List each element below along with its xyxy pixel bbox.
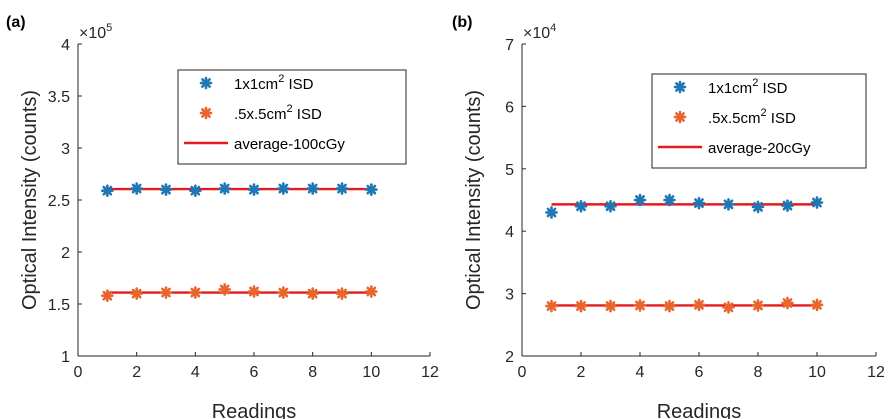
y-tick-label: 4 — [505, 224, 514, 241]
x-tick-label: 8 — [308, 364, 317, 381]
y-tick-label: 5 — [505, 162, 514, 179]
data-point — [810, 298, 824, 312]
y-tick-label: 2.5 — [48, 193, 70, 210]
data-point — [335, 182, 349, 195]
legend-label: average-100cGy — [234, 136, 345, 153]
data-point — [159, 183, 173, 196]
data-point — [159, 286, 173, 299]
data-point — [306, 182, 319, 195]
data-point — [218, 182, 231, 195]
x-tick-label: 6 — [250, 364, 259, 381]
legend: 1x1cm2 ISD .5x.5cm2 ISD average-20cGy — [651, 73, 867, 169]
x-tick-label: 10 — [362, 364, 380, 381]
data-point — [545, 299, 558, 313]
data-point — [189, 286, 202, 299]
y-tick-label: 3.5 — [48, 89, 70, 106]
legend-label: 1x1cm2 ISD — [708, 77, 788, 97]
data-point — [751, 200, 765, 214]
x-tick-label: 12 — [421, 364, 439, 381]
axis-exponent: ×105 — [79, 22, 112, 42]
data-point — [130, 182, 143, 195]
data-point — [247, 285, 261, 298]
legend-box — [177, 69, 407, 165]
x-tick-label: 10 — [808, 364, 826, 381]
legend-marker — [673, 80, 687, 94]
x-tick-label: 0 — [518, 364, 527, 381]
data-point — [751, 299, 765, 312]
data-point — [633, 299, 647, 312]
data-point — [365, 285, 378, 298]
chart-panel-1: (a) 0 2 4 6 8 10 12 1 1.5 2 2.5 3 3.5 4 ×105 Readings Opt… — [6, 14, 439, 419]
legend-marker — [199, 106, 213, 120]
data-point — [101, 289, 114, 302]
data-point — [692, 298, 706, 312]
data-point — [574, 199, 588, 213]
data-point — [365, 183, 378, 196]
legend-label: 1x1cm2 ISD — [234, 73, 314, 93]
data-point — [781, 296, 794, 310]
y-tick-label: 3 — [61, 141, 70, 158]
data-point — [604, 199, 617, 213]
y-tick-label: 1 — [61, 349, 70, 366]
x-tick-label: 2 — [577, 364, 586, 381]
x-tick-label: 0 — [74, 364, 83, 381]
data-point — [781, 199, 794, 212]
data-point — [722, 198, 735, 211]
legend-box — [651, 73, 867, 169]
data-point — [692, 196, 706, 210]
y-axis-label: Optical Intensity (counts) — [463, 90, 485, 310]
legend-label: average-20cGy — [708, 140, 811, 157]
data-point — [218, 283, 231, 296]
axis-exponent: ×104 — [523, 22, 556, 42]
y-tick-label: 3 — [505, 287, 514, 304]
x-tick-label: 12 — [867, 364, 885, 381]
x-tick-label: 8 — [754, 364, 763, 381]
x-axis-label: Readings — [657, 401, 742, 419]
legend-label: .5x.5cm2 ISD — [234, 103, 322, 123]
data-point — [189, 184, 202, 197]
data-point — [306, 287, 319, 300]
y-tick-label: 7 — [505, 37, 514, 54]
data-point — [335, 287, 349, 300]
x-tick-label: 6 — [695, 364, 704, 381]
data-point — [722, 301, 735, 314]
legend: 1x1cm2 ISD .5x.5cm2 ISD average-100cGy — [177, 69, 407, 165]
y-tick-label: 2 — [61, 245, 70, 262]
data-point — [247, 183, 261, 196]
data-point — [277, 182, 290, 195]
x-axis-label: Readings — [212, 401, 297, 419]
panel-label: (a) — [6, 14, 26, 31]
x-tick-label: 4 — [191, 364, 200, 381]
legend-label: .5x.5cm2 ISD — [708, 107, 796, 127]
data-point — [574, 299, 588, 313]
data-point — [663, 299, 676, 313]
data-point — [633, 193, 647, 207]
data-point — [130, 287, 143, 300]
y-tick-label: 4 — [61, 37, 70, 54]
y-tick-label: 6 — [505, 99, 514, 116]
data-point — [810, 196, 824, 209]
legend-marker — [199, 76, 213, 90]
panel-label: (b) — [452, 14, 472, 31]
data-point — [663, 193, 676, 207]
data-point — [101, 184, 114, 197]
data-point — [277, 286, 290, 299]
data-point — [545, 206, 558, 219]
x-tick-label: 4 — [636, 364, 645, 381]
data-point — [604, 299, 617, 313]
x-tick-label: 2 — [132, 364, 141, 381]
y-axis-label: Optical Intensity (counts) — [19, 90, 41, 310]
legend-marker — [673, 110, 687, 124]
y-tick-label: 1.5 — [48, 297, 70, 314]
y-tick-label: 2 — [505, 349, 514, 366]
